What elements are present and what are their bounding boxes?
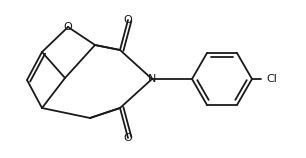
Text: Cl: Cl bbox=[266, 74, 277, 84]
Text: N: N bbox=[148, 74, 156, 84]
Text: O: O bbox=[124, 133, 132, 143]
Text: O: O bbox=[64, 22, 73, 32]
Text: O: O bbox=[124, 15, 132, 25]
